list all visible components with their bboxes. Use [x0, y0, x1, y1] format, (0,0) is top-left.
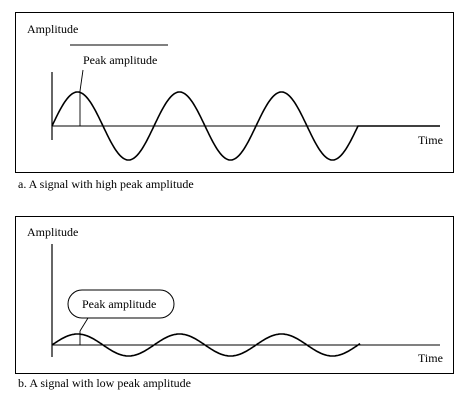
panel-a-frame	[15, 12, 454, 173]
panel-a-peak-label: Peak amplitude	[83, 53, 157, 67]
panel-a-amplitude-label: Amplitude	[27, 22, 78, 36]
panel-b-amplitude-label: Amplitude	[27, 225, 78, 239]
panel-a-diagram: Amplitude Time Peak amplitude	[27, 22, 443, 161]
panel-b-diagram: Amplitude Time Peak amplitude	[27, 225, 443, 365]
panel-b-peak-callout	[67, 289, 175, 319]
panel-b-waveform	[51, 333, 361, 357]
panel-a-waveform	[51, 91, 440, 161]
panel-b-time-label: Time	[418, 351, 443, 365]
panel-b-peak-pointer	[79, 317, 89, 332]
panel-a-time-label: Time	[418, 133, 443, 147]
panel-b-peak-label: Peak amplitude	[82, 297, 156, 311]
panel-a-peak-pointer	[79, 69, 84, 92]
panel-a-caption: a. A signal with high peak amplitude	[18, 177, 194, 191]
panel-b-caption: b. A signal with low peak amplitude	[18, 376, 191, 390]
